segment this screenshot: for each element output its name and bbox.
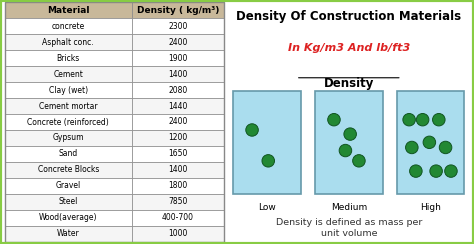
FancyBboxPatch shape xyxy=(132,98,224,114)
FancyBboxPatch shape xyxy=(132,130,224,146)
Text: Clay (wet): Clay (wet) xyxy=(49,86,88,95)
Circle shape xyxy=(353,155,365,167)
FancyBboxPatch shape xyxy=(5,2,132,18)
Text: Cement: Cement xyxy=(53,70,83,79)
FancyBboxPatch shape xyxy=(5,194,132,210)
Text: 1650: 1650 xyxy=(168,149,187,158)
Circle shape xyxy=(416,113,429,126)
FancyBboxPatch shape xyxy=(5,226,132,242)
Text: Steel: Steel xyxy=(59,197,78,206)
FancyBboxPatch shape xyxy=(5,34,132,50)
Text: 1800: 1800 xyxy=(168,181,187,190)
Text: 1400: 1400 xyxy=(168,165,187,174)
FancyBboxPatch shape xyxy=(5,50,132,66)
FancyBboxPatch shape xyxy=(5,210,132,226)
Text: Concrete (reinforced): Concrete (reinforced) xyxy=(27,118,109,126)
FancyBboxPatch shape xyxy=(132,210,224,226)
FancyBboxPatch shape xyxy=(132,114,224,130)
Circle shape xyxy=(423,136,436,149)
Text: 1000: 1000 xyxy=(168,229,187,238)
Text: Asphalt conc.: Asphalt conc. xyxy=(43,38,94,47)
Circle shape xyxy=(262,155,274,167)
FancyBboxPatch shape xyxy=(5,82,132,98)
Text: Density Of Construction Materials: Density Of Construction Materials xyxy=(236,10,461,23)
FancyBboxPatch shape xyxy=(5,178,132,194)
Text: Concrete Blocks: Concrete Blocks xyxy=(37,165,99,174)
Text: concrete: concrete xyxy=(52,22,85,31)
Circle shape xyxy=(439,141,452,154)
Text: 2400: 2400 xyxy=(168,118,187,126)
Text: 1440: 1440 xyxy=(168,102,187,111)
Text: 2400: 2400 xyxy=(168,38,187,47)
Text: 2300: 2300 xyxy=(168,22,187,31)
FancyBboxPatch shape xyxy=(233,91,301,194)
FancyBboxPatch shape xyxy=(5,18,132,34)
Text: 7850: 7850 xyxy=(168,197,187,206)
FancyBboxPatch shape xyxy=(132,2,224,18)
Text: Sand: Sand xyxy=(59,149,78,158)
Text: Bricks: Bricks xyxy=(56,54,80,63)
FancyBboxPatch shape xyxy=(132,66,224,82)
Circle shape xyxy=(433,113,445,126)
FancyBboxPatch shape xyxy=(132,178,224,194)
Text: High: High xyxy=(420,203,441,212)
Circle shape xyxy=(246,124,258,136)
Circle shape xyxy=(403,113,415,126)
FancyBboxPatch shape xyxy=(5,130,132,146)
Text: Low: Low xyxy=(258,203,276,212)
Text: 1400: 1400 xyxy=(168,70,187,79)
Circle shape xyxy=(406,141,418,154)
FancyBboxPatch shape xyxy=(5,162,132,178)
Text: Cement mortar: Cement mortar xyxy=(39,102,98,111)
FancyBboxPatch shape xyxy=(132,162,224,178)
Text: In Kg/m3 And lb/ft3: In Kg/m3 And lb/ft3 xyxy=(288,43,410,53)
Text: 1900: 1900 xyxy=(168,54,187,63)
Text: 400-700: 400-700 xyxy=(162,213,194,222)
FancyBboxPatch shape xyxy=(132,226,224,242)
FancyBboxPatch shape xyxy=(5,146,132,162)
FancyBboxPatch shape xyxy=(132,194,224,210)
FancyBboxPatch shape xyxy=(132,82,224,98)
Text: Wood(average): Wood(average) xyxy=(39,213,98,222)
FancyBboxPatch shape xyxy=(5,98,132,114)
Text: 1200: 1200 xyxy=(168,133,187,142)
FancyBboxPatch shape xyxy=(5,66,132,82)
FancyBboxPatch shape xyxy=(397,91,465,194)
FancyBboxPatch shape xyxy=(5,114,132,130)
Text: Water: Water xyxy=(57,229,80,238)
Circle shape xyxy=(344,128,356,140)
Text: Gravel: Gravel xyxy=(55,181,81,190)
Text: Density is defined as mass per
unit volume: Density is defined as mass per unit volu… xyxy=(275,218,422,238)
FancyBboxPatch shape xyxy=(132,146,224,162)
Text: Material: Material xyxy=(47,6,90,15)
FancyBboxPatch shape xyxy=(132,18,224,34)
Circle shape xyxy=(339,144,352,157)
FancyBboxPatch shape xyxy=(315,91,383,194)
Text: 2080: 2080 xyxy=(168,86,187,95)
Text: Density: Density xyxy=(324,77,374,90)
Text: Gypsum: Gypsum xyxy=(53,133,84,142)
FancyBboxPatch shape xyxy=(132,50,224,66)
Circle shape xyxy=(410,165,422,177)
Text: Density ( kg/m³): Density ( kg/m³) xyxy=(137,6,219,15)
Circle shape xyxy=(328,113,340,126)
Circle shape xyxy=(430,165,442,177)
Circle shape xyxy=(445,165,457,177)
FancyBboxPatch shape xyxy=(132,34,224,50)
Text: Medium: Medium xyxy=(331,203,367,212)
